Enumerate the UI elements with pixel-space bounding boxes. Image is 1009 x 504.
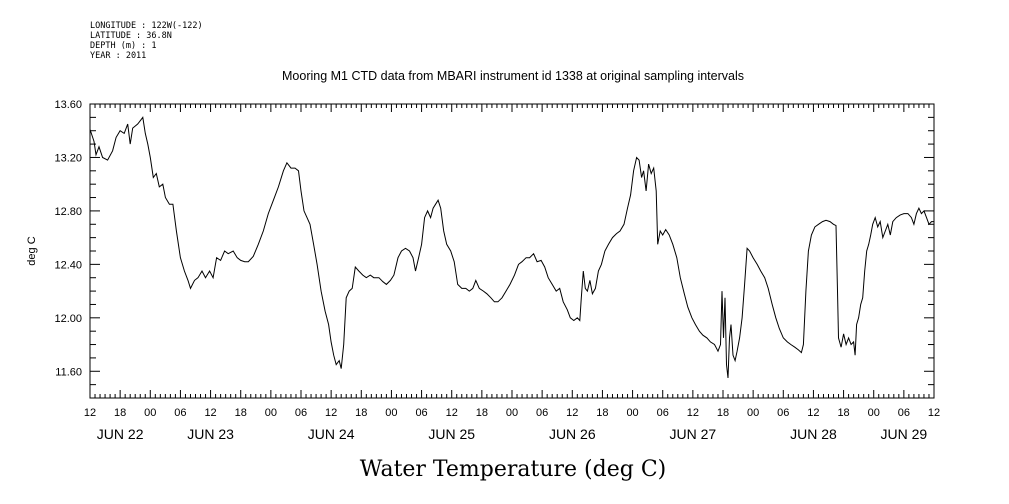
y-tick-label: 12.00: [54, 313, 82, 325]
x-date-label: JUN 23: [187, 426, 234, 442]
x-hour-tick-label: 06: [415, 407, 427, 419]
x-hour-tick-label: 00: [506, 407, 518, 419]
x-hour-tick-label: 18: [717, 407, 729, 419]
depth-text: DEPTH (m) : 1: [90, 41, 157, 51]
x-hour-tick-label: 00: [626, 407, 638, 419]
x-axis-label: Water Temperature (deg C): [360, 457, 667, 482]
x-hour-tick-label: 12: [687, 407, 699, 419]
x-hour-tick-label: 06: [777, 407, 789, 419]
x-hour-tick-label: 12: [84, 407, 96, 419]
x-hour-tick-label: 06: [174, 407, 186, 419]
y-tick-label: 12.40: [54, 259, 82, 271]
x-hour-tick-label: 18: [596, 407, 608, 419]
x-date-label: JUN 26: [549, 426, 596, 442]
x-hour-tick-label: 00: [385, 407, 397, 419]
x-hour-tick-label: 12: [928, 407, 940, 419]
x-axis: 12 18 00 06 12 18 00 06 12 18 00 06 12 18 00 06 12 18 00 06…: [84, 104, 940, 442]
x-hour-tick-label: 12: [446, 407, 458, 419]
x-date-label: JUN 24: [308, 426, 355, 442]
x-hour-tick-label: 18: [476, 407, 488, 419]
y-tick-label: 12.80: [54, 206, 82, 218]
x-date-label: JUN 25: [428, 426, 475, 442]
x-hour-tick-label: 12: [204, 407, 216, 419]
x-hour-tick-label: 18: [235, 407, 247, 419]
x-hour-tick-label: 18: [114, 407, 126, 419]
x-date-label: JUN 22: [97, 426, 144, 442]
x-hour-tick-label: 18: [355, 407, 367, 419]
y-axis: 13.60 13.20 12.80 12.40 12.00 11.60: [54, 99, 934, 399]
x-hour-tick-label: 12: [566, 407, 578, 419]
y-tick-label: 11.60: [55, 366, 82, 378]
x-hour-tick-label: 18: [837, 407, 849, 419]
x-hour-tick-label: 06: [295, 407, 307, 419]
longitude-text: LONGITUDE : 122W(-122): [90, 21, 203, 31]
x-date-label: JUN 29: [881, 426, 928, 442]
latitude-text: LATITUDE : 36.8N: [90, 31, 172, 41]
plot-frame: [89, 103, 935, 399]
x-hour-tick-label: 00: [144, 407, 156, 419]
year-text: YEAR : 2011: [90, 51, 147, 61]
x-hour-tick-label: 06: [536, 407, 548, 419]
x-hour-tick-label: 00: [265, 407, 277, 419]
y-tick-label: 13.60: [54, 99, 82, 111]
x-hour-tick-label: 00: [868, 407, 880, 419]
temperature-series-line: [89, 116, 934, 379]
x-hour-tick-label: 06: [898, 407, 910, 419]
mooring-metadata: LONGITUDE : 122W(-122) LATITUDE : 36.8N …: [90, 21, 203, 61]
y-axis-label: deg C: [26, 236, 38, 265]
chart-title: Mooring M1 CTD data from MBARI instrumen…: [282, 69, 744, 83]
x-date-label: JUN 28: [790, 426, 837, 442]
x-hour-tick-label: 00: [747, 407, 759, 419]
y-tick-label: 13.20: [54, 152, 82, 164]
x-hour-tick-label: 12: [807, 407, 819, 419]
x-hour-tick-label: 12: [325, 407, 337, 419]
x-date-label: JUN 27: [670, 426, 717, 442]
x-hour-tick-label: 06: [657, 407, 669, 419]
